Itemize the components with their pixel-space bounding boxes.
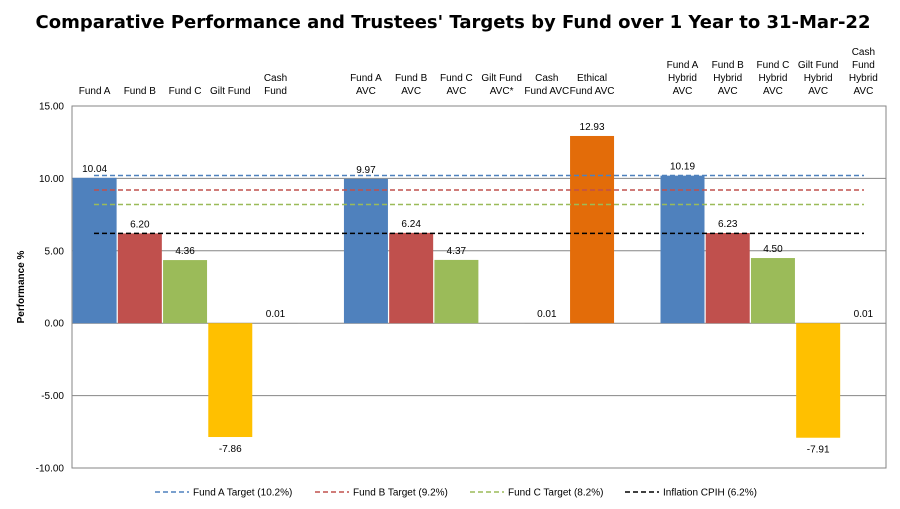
category-label: Ethical Fund AVC	[570, 73, 615, 97]
data-label: 4.37	[447, 246, 467, 257]
data-label: 10.04	[82, 164, 107, 175]
category-label-line: Cash	[535, 73, 558, 84]
category-label: Gilt Fund AVC*	[481, 73, 522, 97]
category-label-line: Fund A	[79, 86, 111, 97]
y-axis-ticks: 15.00 10.00 5.00 0.00 -5.00 -10.00	[36, 102, 65, 475]
category-label: Fund B AVC	[395, 73, 428, 97]
category-label-line: Ethical	[577, 73, 607, 84]
category-label-line: Gilt Fund	[210, 86, 251, 97]
y-tick-label: -5.00	[41, 391, 64, 402]
bar	[705, 232, 750, 324]
category-label-line: Fund C	[757, 60, 790, 71]
y-tick-label: 15.00	[39, 102, 64, 113]
category-label: Fund A	[79, 86, 111, 97]
bar	[660, 175, 705, 324]
bar	[117, 233, 162, 324]
data-label: 10.19	[670, 162, 695, 173]
category-label-line: Fund AVC	[524, 86, 569, 97]
category-label-line: Fund B	[124, 86, 157, 97]
category-label-line: Hybrid	[713, 73, 742, 84]
category-label: Fund B Hybrid AVC	[712, 60, 745, 97]
category-label-line: Hybrid	[804, 73, 833, 84]
category-label: Cash Fund AVC	[524, 73, 569, 97]
category-label-line: AVC	[853, 86, 873, 97]
bar	[750, 258, 795, 324]
category-label-line: AVC	[673, 86, 693, 97]
category-label-line: Fund A	[667, 60, 699, 71]
data-label: 6.23	[718, 219, 738, 230]
target-lines	[94, 174, 864, 235]
category-label-line: Hybrid	[668, 73, 697, 84]
bar	[163, 260, 208, 324]
category-label-line: Fund A	[350, 73, 382, 84]
category-label-line: Fund AVC	[570, 86, 615, 97]
category-label: Fund A AVC	[350, 73, 382, 97]
data-label: 4.36	[175, 246, 195, 257]
category-label-line: Fund C	[440, 73, 473, 84]
bar	[389, 232, 434, 324]
data-label: 4.50	[763, 244, 783, 255]
data-label: 0.01	[854, 309, 874, 320]
category-label: Fund C Hybrid AVC	[757, 60, 790, 97]
legend-label: Inflation CPIH (6.2%)	[663, 488, 757, 499]
category-label-line: AVC	[446, 86, 466, 97]
data-labels: 10.04 6.20 4.36 -7.86 0.01 9.97 6.24 4.37 0.01 12…	[82, 122, 873, 456]
category-label: Fund C AVC	[440, 73, 473, 97]
y-tick-label: 0.00	[45, 319, 65, 330]
category-label-line: Gilt Fund	[798, 60, 839, 71]
category-label-line: Fund B	[712, 60, 745, 71]
category-label-line: Hybrid	[758, 73, 787, 84]
category-label-line: Cash	[264, 73, 287, 84]
data-label: -7.91	[807, 445, 830, 456]
category-label-line: Cash	[852, 47, 875, 58]
chart-title: Comparative Performance and Trustees' Ta…	[36, 12, 871, 33]
category-label: Gilt Fund Hybrid AVC	[798, 60, 839, 97]
bar	[343, 178, 388, 324]
category-label: Cash Fund	[264, 73, 287, 97]
category-label-line: Fund	[852, 60, 875, 71]
y-axis-label: Performance %	[16, 250, 27, 323]
category-label-line: AVC	[808, 86, 828, 97]
legend-label: Fund A Target (10.2%)	[193, 488, 292, 499]
category-label-line: AVC*	[490, 86, 514, 97]
category-label-line: AVC	[763, 86, 783, 97]
bar	[208, 323, 253, 438]
category-labels: Fund A Fund B Fund C Gilt Fund Cash Fund Fund …	[79, 47, 878, 97]
y-tick-label: 10.00	[39, 174, 64, 185]
data-label: 0.01	[537, 309, 557, 320]
category-label: Fund A Hybrid AVC	[667, 60, 699, 97]
category-label-line: Gilt Fund	[481, 73, 522, 84]
data-label: 9.97	[356, 165, 376, 176]
bar	[72, 177, 117, 324]
category-label: Gilt Fund	[210, 86, 251, 97]
legend: Fund A Target (10.2%) Fund B Target (9.2%…	[155, 488, 757, 499]
category-label-line: Hybrid	[849, 73, 878, 84]
bars	[72, 135, 886, 438]
category-label-line: Fund C	[169, 86, 202, 97]
data-label: -7.86	[219, 444, 242, 455]
data-label: 0.01	[266, 309, 286, 320]
category-label: Fund C	[169, 86, 202, 97]
legend-label: Fund B Target (9.2%)	[353, 488, 448, 499]
category-label: Cash Fund Hybrid AVC	[849, 47, 878, 97]
category-label-line: AVC	[356, 86, 376, 97]
bar	[796, 323, 841, 438]
gridlines	[72, 105, 886, 469]
category-label: Fund B	[124, 86, 157, 97]
data-label: 6.24	[401, 219, 421, 230]
y-tick-label: -10.00	[36, 464, 65, 475]
bar	[570, 135, 615, 324]
y-tick-label: 5.00	[45, 246, 65, 257]
category-label-line: AVC	[718, 86, 738, 97]
category-label-line: Fund	[264, 86, 287, 97]
category-label-line: AVC	[401, 86, 421, 97]
data-label: 6.20	[130, 219, 150, 230]
data-label: 12.93	[580, 122, 605, 133]
bar	[434, 259, 479, 324]
legend-label: Fund C Target (8.2%)	[508, 488, 603, 499]
category-label-line: Fund B	[395, 73, 428, 84]
